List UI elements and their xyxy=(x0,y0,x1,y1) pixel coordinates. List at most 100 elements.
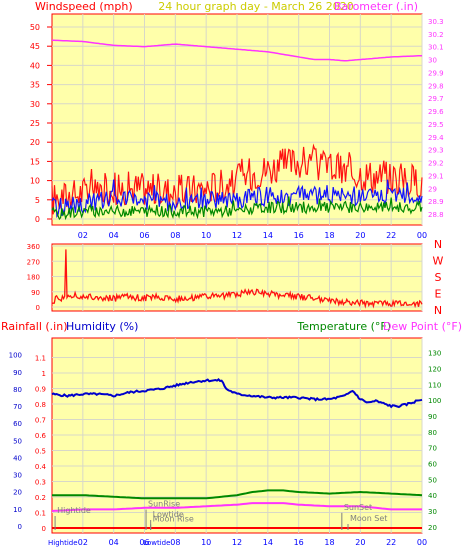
rainfall-tick-label: 0.6 xyxy=(35,432,47,440)
wind-x-tick-label: 16 xyxy=(294,231,304,240)
compass-label: W xyxy=(433,255,444,268)
wind-x-tick-label: 20 xyxy=(355,231,365,240)
barometer-tick-label: 29.2 xyxy=(428,160,444,168)
rainfall-axis-label: Rainfall (.in) xyxy=(1,320,68,333)
barometer-tick-label: 29.9 xyxy=(428,69,444,77)
event-annotation-label: Moon Set xyxy=(350,514,387,523)
humidity-tick-label: 60 xyxy=(13,420,22,428)
compass-label: N xyxy=(434,238,442,251)
barometer-tick-label: 30.3 xyxy=(428,18,444,26)
barometer-line xyxy=(51,39,422,62)
compass-label: S xyxy=(435,271,442,284)
temperature-tick-label: 120 xyxy=(428,366,441,374)
barometer-tick-label: 30.2 xyxy=(428,31,444,39)
wind-x-tick-label: 14 xyxy=(263,231,273,240)
wind-x-tick-label: 10 xyxy=(201,231,211,240)
wind-x-tick-label: 12 xyxy=(232,231,242,240)
windspeed-tick-label: 15 xyxy=(30,157,40,166)
barometer-tick-label: 29.3 xyxy=(428,147,444,155)
wind-gust-line xyxy=(51,143,423,215)
windspeed-tick-label: 25 xyxy=(30,119,40,128)
barometer-tick-label: 29.7 xyxy=(428,95,444,103)
temp-x-tick-label: 20 xyxy=(355,538,365,547)
temperature-tick-label: 110 xyxy=(428,381,441,389)
event-annotation-label: SunRise xyxy=(148,500,180,509)
event-bottom-label: Hightide xyxy=(48,539,78,547)
rainfall-tick-label: 0.3 xyxy=(35,479,46,487)
windspeed-tick-label: 5 xyxy=(35,196,40,205)
event-bottom-label: Lowtide xyxy=(143,539,170,547)
wind-x-tick-label: 04 xyxy=(109,231,119,240)
direction-tick-label: 270 xyxy=(27,258,40,266)
windspeed-tick-label: 45 xyxy=(30,42,40,51)
temp-x-tick-label: 12 xyxy=(232,538,242,547)
humidity-tick-label: 10 xyxy=(13,506,22,514)
direction-tick-label: 360 xyxy=(27,243,40,251)
series-layer xyxy=(51,39,423,529)
temp-x-tick-label: 18 xyxy=(324,538,334,547)
rainfall-tick-label: 0.1 xyxy=(35,510,46,518)
windspeed-tick-label: 35 xyxy=(30,81,40,90)
windspeed-tick-label: 50 xyxy=(30,23,40,32)
barometer-tick-label: 29.6 xyxy=(428,108,444,116)
event-annotation-label: Moon Rise xyxy=(153,514,194,523)
rainfall-tick-label: 0.4 xyxy=(35,463,47,471)
humidity-tick-label: 70 xyxy=(13,403,22,411)
compass-label: E xyxy=(435,288,442,301)
windspeed-tick-label: 40 xyxy=(30,61,40,70)
barometer-tick-label: 30 xyxy=(428,57,437,65)
windspeed-axis-label: Windspeed (mph) xyxy=(35,0,133,13)
humidity-tick-label: 20 xyxy=(13,489,22,497)
dewpoint-axis-label: Dew Point (°F) xyxy=(383,320,462,333)
event-annotation-label: Hightide xyxy=(57,506,91,515)
dewpoint-line xyxy=(51,502,422,512)
wind-x-tick-label: 06 xyxy=(139,231,149,240)
humidity-tick-label: 80 xyxy=(13,386,22,394)
rainfall-tick-label: 1.1 xyxy=(35,355,46,363)
rainfall-tick-label: 0 xyxy=(42,525,46,533)
rainfall-tick-label: 0.9 xyxy=(35,386,46,394)
temp-x-tick-label: 02 xyxy=(78,538,88,547)
direction-tick-label: 0 xyxy=(36,304,40,312)
rainfall-tick-label: 0.2 xyxy=(35,494,46,502)
rainfall-tick-label: 0.8 xyxy=(35,401,46,409)
compass-label: N xyxy=(434,304,442,317)
temperature-tick-label: 100 xyxy=(428,397,441,405)
temp-x-tick-label: 16 xyxy=(294,538,304,547)
rainfall-tick-label: 0.7 xyxy=(35,417,46,425)
temperature-line xyxy=(52,489,423,500)
humidity-tick-label: 100 xyxy=(9,352,22,360)
windspeed-tick-label: 30 xyxy=(30,100,40,109)
temperature-tick-label: 40 xyxy=(428,492,437,500)
temp-x-tick-label: 06 xyxy=(139,538,149,547)
temp-x-tick-label: 04 xyxy=(109,538,119,547)
barometer-tick-label: 29 xyxy=(428,185,437,193)
temperature-axis-label: Temperature (°F) xyxy=(296,320,391,333)
rainfall-tick-label: 0.5 xyxy=(35,448,46,456)
rainfall-tick-label: 1 xyxy=(42,370,46,378)
temperature-tick-label: 90 xyxy=(428,413,437,421)
wind-x-tick-label: 22 xyxy=(386,231,396,240)
humidity-tick-label: 50 xyxy=(13,437,22,445)
barometer-axis-label: Barometer (.in) xyxy=(334,0,418,13)
event-annotation-label: SunSet xyxy=(344,503,372,512)
temp-x-tick-label: 14 xyxy=(263,538,273,547)
temperature-tick-label: 80 xyxy=(428,429,437,437)
windspeed-tick-label: 20 xyxy=(30,138,40,147)
event-annotation-label: Lowtide xyxy=(153,510,184,519)
temperature-tick-label: 130 xyxy=(428,350,441,358)
wind-x-tick-label: 08 xyxy=(170,231,180,240)
tick-labels-layer: 0510152025303540455028.828.92929.129.229… xyxy=(9,18,445,547)
wind-x-tick-label: 18 xyxy=(324,231,334,240)
windspeed-tick-label: 0 xyxy=(35,215,40,224)
humidity-tick-label: 90 xyxy=(13,369,22,377)
temperature-tick-label: 70 xyxy=(428,445,437,453)
temperature-tick-label: 20 xyxy=(428,524,437,532)
wind-direction-line xyxy=(51,249,423,309)
barometer-tick-label: 28.9 xyxy=(428,198,444,206)
temp-x-tick-label: 22 xyxy=(386,538,396,547)
temp-x-tick-label: 08 xyxy=(170,538,180,547)
